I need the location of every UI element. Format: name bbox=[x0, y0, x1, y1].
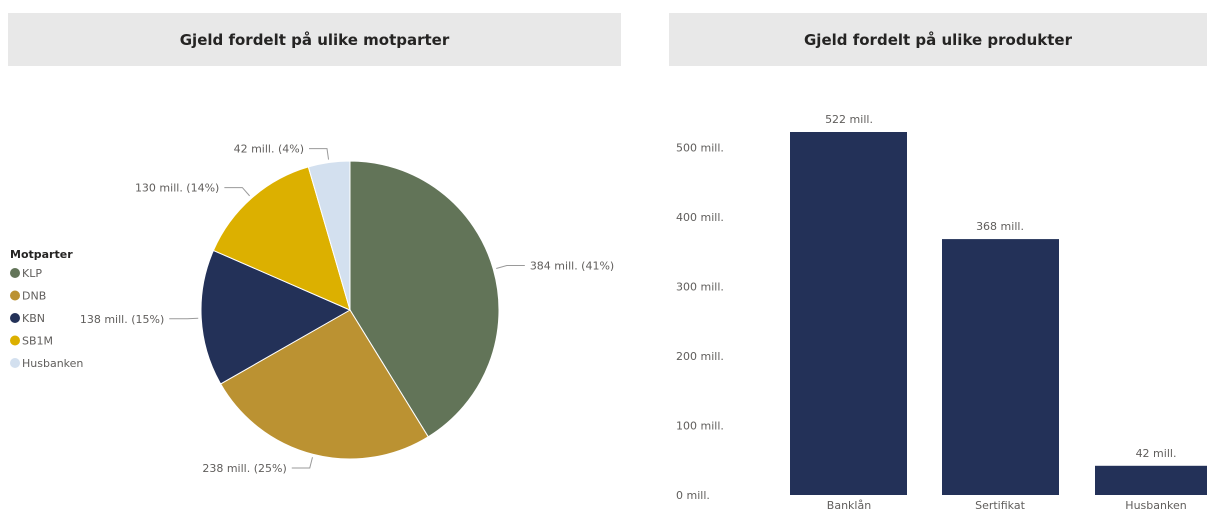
legend-item-sb1m[interactable]: SB1M bbox=[22, 335, 53, 348]
pie-slice-klp[interactable] bbox=[349, 160, 500, 438]
legend-title: Motparter bbox=[10, 248, 73, 261]
legend-marker bbox=[10, 268, 20, 278]
y-tick-label: 100 mill. bbox=[676, 419, 724, 432]
pie-slice-sb1m[interactable] bbox=[212, 166, 351, 311]
legend-item-kbn[interactable]: KBN bbox=[22, 312, 45, 325]
bar-sertifikat[interactable] bbox=[942, 239, 1059, 495]
bar-data-label: 42 mill. bbox=[1136, 447, 1177, 460]
pie-leader-line bbox=[224, 187, 250, 197]
pie-data-label: 42 mill. (4%) bbox=[234, 143, 304, 156]
legend-item-klp[interactable]: KLP bbox=[22, 267, 42, 280]
pie-leader-line bbox=[496, 265, 525, 270]
legend-marker bbox=[10, 358, 20, 368]
pie-data-label: 130 mill. (14%) bbox=[135, 182, 219, 195]
bar-banklån[interactable] bbox=[790, 132, 907, 495]
pie-chart: 384 mill. (41%) 238 mill. (25%) 138 mill. … bbox=[10, 143, 614, 475]
y-tick-label: 0 mill. bbox=[676, 489, 710, 502]
legend-marker bbox=[10, 290, 20, 301]
pie-leader-line bbox=[169, 317, 199, 320]
pie-data-label: 238 mill. (25%) bbox=[202, 462, 286, 475]
bar-chart-title: Gjeld fordelt på ulike produkter bbox=[669, 13, 1207, 66]
legend-marker bbox=[10, 335, 20, 346]
pie-slice-kbn[interactable] bbox=[200, 249, 352, 385]
pie-data-label: 138 mill. (15%) bbox=[80, 313, 164, 326]
y-tick-label: 300 mill. bbox=[676, 280, 724, 293]
pie-leader-line bbox=[309, 148, 330, 160]
bar-data-label: 522 mill. bbox=[825, 113, 873, 126]
y-tick-label: 200 mill. bbox=[676, 350, 724, 363]
legend-item-dnb[interactable]: DNB bbox=[22, 290, 46, 303]
bar-husbanken[interactable] bbox=[1095, 465, 1207, 495]
x-tick-label: Banklån bbox=[827, 499, 871, 511]
x-tick-label: Sertifikat bbox=[975, 499, 1025, 511]
bar-data-label: 368 mill. bbox=[976, 220, 1024, 233]
legend-item-husbanken[interactable]: Husbanken bbox=[22, 357, 83, 370]
x-tick-label: Husbanken bbox=[1125, 499, 1186, 511]
pie-slice-dnb[interactable] bbox=[219, 309, 429, 460]
pie-chart-title: Gjeld fordelt på ulike motparter bbox=[8, 13, 621, 66]
legend-marker bbox=[10, 313, 20, 323]
y-tick-label: 400 mill. bbox=[676, 211, 724, 224]
pie-leader-line bbox=[291, 457, 313, 469]
pie-data-label: 384 mill. (41%) bbox=[530, 260, 614, 273]
pie-slice-husbanken[interactable] bbox=[307, 160, 351, 311]
y-tick-label: 500 mill. bbox=[676, 141, 724, 154]
